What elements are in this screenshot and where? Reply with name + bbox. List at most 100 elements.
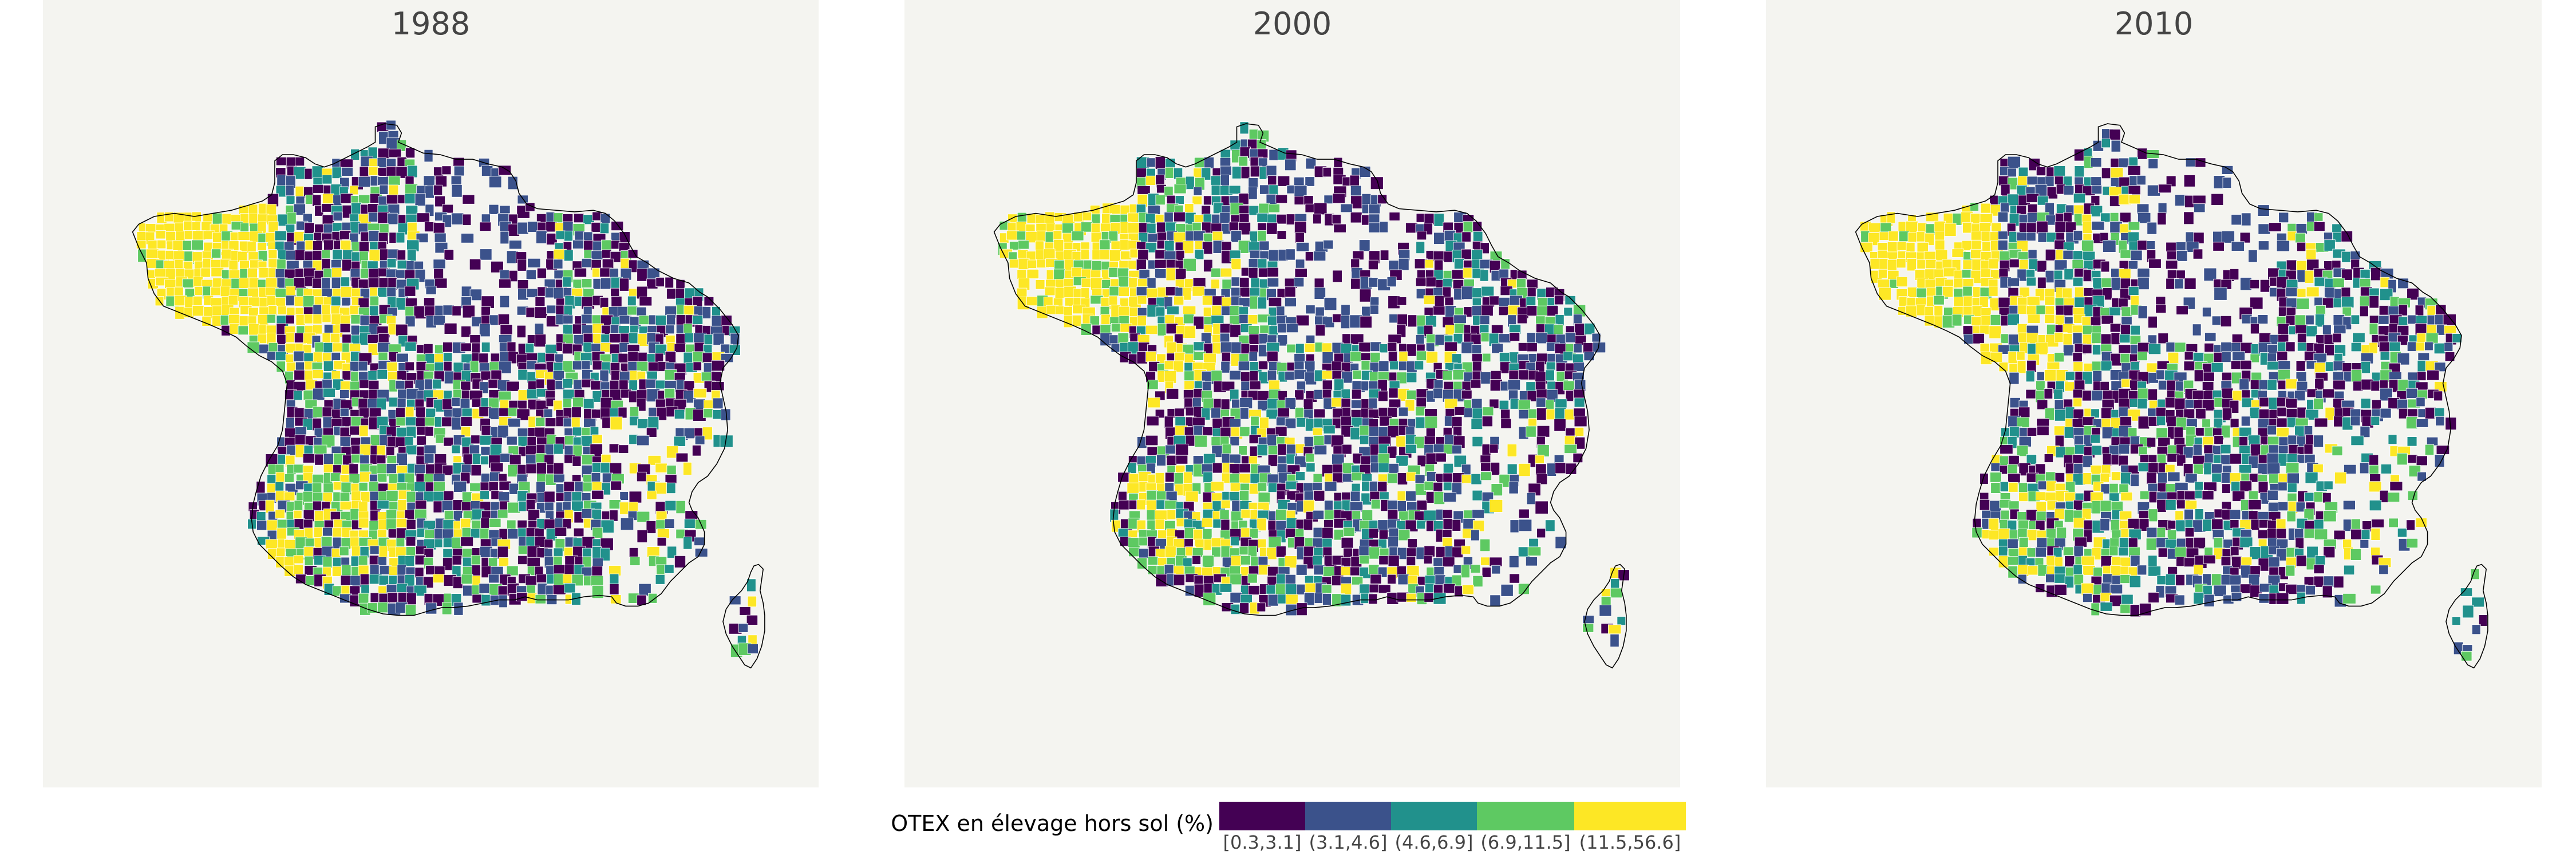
- commune-cell: [2296, 298, 2310, 310]
- commune-cell: [2056, 527, 2067, 539]
- commune-cell: [2417, 471, 2427, 482]
- commune-cell: [599, 297, 609, 309]
- commune-cell: [2119, 212, 2131, 223]
- commune-cell: [1248, 267, 1258, 279]
- commune-cell: [1164, 500, 1178, 510]
- commune-cell: [1164, 482, 1175, 491]
- commune-cell: [1192, 555, 1201, 565]
- commune-cell: [452, 555, 462, 565]
- commune-cell: [1137, 295, 1147, 305]
- commune-cell: [1147, 556, 1159, 566]
- commune-cell: [536, 481, 546, 495]
- commune-cell: [1508, 481, 1519, 494]
- commune-cell: [2148, 566, 2161, 577]
- commune-cell: [2388, 518, 2399, 528]
- commune-cell: [469, 258, 481, 270]
- commune-cell: [536, 462, 547, 476]
- commune-cell: [1368, 259, 1378, 270]
- commune-cell: [1183, 258, 1196, 271]
- commune-cell: [2109, 129, 2121, 140]
- commune-cell: [266, 204, 277, 216]
- commune-cell: [1147, 397, 1160, 408]
- commune-cell: [1433, 306, 1445, 316]
- commune-cell: [2009, 259, 2021, 268]
- map-panel-2010: 2010: [1766, 0, 2542, 787]
- commune-cell: [1471, 473, 1482, 485]
- commune-cell: [1194, 584, 1205, 597]
- commune-cell: [1175, 416, 1186, 427]
- commune-cell: [1166, 341, 1177, 354]
- commune-cell: [2008, 351, 2018, 364]
- commune-cell: [461, 326, 471, 338]
- commune-cell: [1165, 491, 1178, 502]
- commune-cell: [2103, 239, 2116, 253]
- commune-cell: [1341, 444, 1352, 455]
- commune-cell: [1314, 445, 1327, 455]
- commune-cell: [1397, 574, 1409, 585]
- commune-cell: [2027, 565, 2039, 576]
- commune-cell: [1238, 193, 1249, 205]
- commune-cell: [1136, 286, 1148, 296]
- commune-cell: [1231, 341, 1242, 356]
- commune-cell: [1500, 584, 1514, 597]
- commune-cell: [2184, 527, 2195, 537]
- commune-cell: [1507, 444, 1517, 457]
- commune-cell: [2266, 452, 2280, 464]
- commune-cell: [2120, 574, 2131, 584]
- commune-cell: [517, 259, 527, 271]
- commune-cell: [480, 482, 489, 491]
- commune-cell: [2202, 419, 2211, 428]
- commune-cell: [1175, 455, 1188, 464]
- commune-cell: [592, 360, 603, 371]
- commune-cell: [1341, 492, 1351, 502]
- commune-cell: [1194, 435, 1208, 448]
- commune-cell: [488, 204, 499, 215]
- commune-cell: [1230, 537, 1239, 546]
- commune-cell: [2214, 287, 2227, 301]
- commune-cell: [2258, 223, 2271, 235]
- commune-cell: [2202, 307, 2211, 317]
- commune-cell: [2184, 509, 2194, 521]
- commune-cell: [1285, 417, 1297, 429]
- commune-cell: [509, 240, 522, 250]
- commune-cell: [333, 211, 343, 222]
- commune-cell: [1424, 593, 1434, 602]
- commune-cell: [534, 536, 546, 547]
- commune-cell: [2192, 249, 2203, 259]
- commune-cell: [461, 426, 471, 438]
- commune-cell: [331, 295, 341, 306]
- commune-cell: [295, 314, 306, 326]
- commune-cell: [1453, 333, 1463, 344]
- commune-cell: [388, 175, 401, 186]
- commune-cell: [1080, 287, 1090, 300]
- commune-cell: [2148, 316, 2158, 328]
- commune-cell: [1500, 258, 1510, 270]
- commune-cell: [2109, 546, 2119, 556]
- commune-cell: [1322, 370, 1334, 380]
- commune-cell: [2221, 165, 2234, 175]
- commune-cell: [1988, 518, 1999, 531]
- commune-cell: [499, 408, 508, 417]
- commune-cell: [331, 167, 342, 179]
- commune-cell: [2194, 369, 2204, 382]
- commune-cell: [2304, 444, 2313, 455]
- commune-cell: [2370, 528, 2381, 541]
- commune-cell: [425, 565, 435, 575]
- commune-cell: [2008, 482, 2018, 492]
- commune-cell: [525, 576, 537, 586]
- commune-cell: [592, 546, 602, 559]
- commune-cell: [2294, 390, 2306, 401]
- commune-cell: [1509, 573, 1520, 584]
- commune-cell: [312, 474, 325, 484]
- commune-cell: [571, 501, 584, 512]
- commune-cell: [1314, 287, 1326, 300]
- commune-cell: [472, 453, 481, 465]
- commune-cell: [2046, 186, 2058, 199]
- commune-cell: [1145, 325, 1158, 335]
- commune-cell: [1583, 342, 1594, 353]
- commune-cell: [1378, 391, 1388, 402]
- commune-cell: [248, 277, 259, 289]
- commune-cell: [1157, 323, 1167, 336]
- commune-cell: [2167, 352, 2179, 365]
- commune-cell: [294, 500, 303, 512]
